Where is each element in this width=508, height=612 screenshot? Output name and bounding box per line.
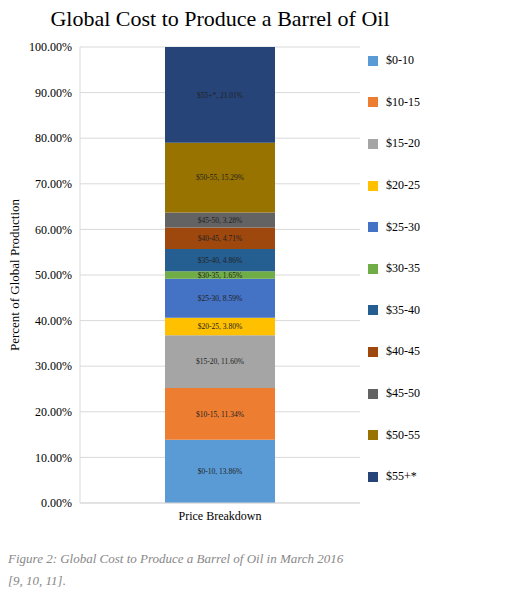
svg-text:0.00%: 0.00% [41,496,72,510]
svg-text:$50-55, 15.29%: $50-55, 15.29% [196,173,244,182]
svg-text:100.00%: 100.00% [29,40,72,54]
svg-text:$0-10, 13.86%: $0-10, 13.86% [198,467,242,476]
svg-text:$10-15, 11.34%: $10-15, 11.34% [196,410,244,419]
svg-text:$45-50, 3.28%: $45-50, 3.28% [198,216,242,225]
html-text:$30-35: $30-35 [386,261,420,276]
html-text:$15-20: $15-20 [386,136,420,151]
svg-text:70.00%: 70.00% [35,177,72,191]
svg-text:30.00%: 30.00% [35,359,72,373]
svg-text:$15-20, 11.60%: $15-20, 11.60% [196,357,244,366]
html-text:$55+*: $55+* [386,469,417,484]
svg-text:60.00%: 60.00% [35,223,72,237]
svg-text:80.00%: 80.00% [35,131,72,145]
svg-text:$55+*, 21.01%: $55+*, 21.01% [197,91,243,100]
html-text:$45-50: $45-50 [386,386,420,400]
html-text:$0-10: $0-10 [386,53,414,68]
html-text:$20-25: $20-25 [386,178,420,193]
svg-text:90.00%: 90.00% [35,86,72,100]
svg-text:$35-40, 4.86%: $35-40, 4.86% [198,256,242,265]
svg-text:50.00%: 50.00% [35,268,72,282]
svg-text:$30-35, 1.65%: $30-35, 1.65% [198,271,242,280]
html-text:$25-30: $25-30 [386,219,420,234]
svg-text:Percent of Global Production: Percent of Global Production [8,199,22,351]
svg-text:40.00%: 40.00% [35,314,72,328]
svg-text:$40-45, 4.71%: $40-45, 4.71% [198,234,242,243]
svg-text:$20-25, 3.80%: $20-25, 3.80% [198,322,242,331]
html-text:$40-45: $40-45 [386,344,420,359]
svg-text:10.00%: 10.00% [35,451,72,465]
html-text:Figure 2: Global Cost to Produ: Figure 2: Global Cost to Produce a Barre… [8,551,344,588]
svg-text:Price Breakdown: Price Breakdown [179,509,262,523]
html-text:$35-40: $35-40 [386,302,420,317]
html-text:Global Cost to Produce a Barre: Global Cost to Produce a Barrel of Oil [50,6,390,31]
svg-text:20.00%: 20.00% [35,405,72,419]
html-text:$50-55: $50-55 [386,427,420,442]
svg-text:$25-30, 8.59%: $25-30, 8.59% [198,294,242,303]
html-text:$10-15: $10-15 [386,94,420,109]
